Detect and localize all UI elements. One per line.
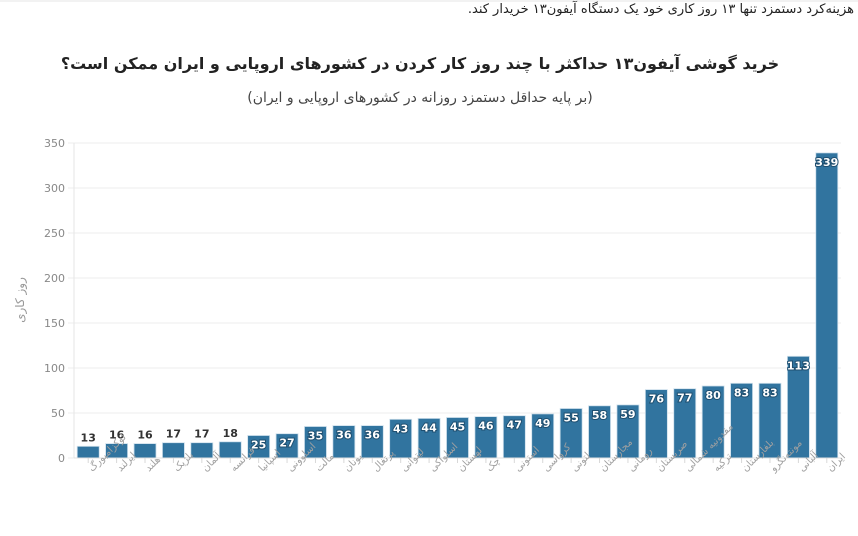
bar-value-label: 59 bbox=[620, 408, 635, 421]
bar-value-label: 16 bbox=[137, 429, 153, 442]
bar-value-label: 47 bbox=[507, 419, 522, 432]
bar-value-label: 55 bbox=[563, 412, 578, 425]
bar-value-label: 58 bbox=[592, 409, 607, 422]
bars: 13 16 16 17 17 18 25 27 35 36 36 43 44 45 46 47 49 55 58 59… bbox=[76, 152, 839, 459]
chart-title: خرید گوشی آیفون۱۳ حداکثر با چند روز کار … bbox=[60, 54, 780, 73]
chart-subtitle: (بر پایه حداقل دستمزد روزانه در کشورهای … bbox=[247, 90, 593, 106]
bar-value-label: 77 bbox=[677, 392, 692, 405]
bar-value-label: 44 bbox=[421, 421, 437, 434]
intro-text: هزینه‌کرد دستمزد تنها ۱۳ روز کاری خود یک… bbox=[467, 2, 854, 17]
bar-value-label: 36 bbox=[365, 429, 381, 442]
bar-value-label: 83 bbox=[734, 386, 749, 399]
y-tick-label: 150 bbox=[44, 317, 65, 330]
bar-value-label: 76 bbox=[649, 393, 665, 406]
bar-value-label: 46 bbox=[478, 420, 494, 433]
y-tick-label: 350 bbox=[44, 137, 65, 150]
bar-value-label: 27 bbox=[279, 437, 294, 450]
bar-value-label: 339 bbox=[815, 156, 838, 169]
bar-value-label: 36 bbox=[336, 429, 352, 442]
bar-value-label: 16 bbox=[109, 429, 125, 442]
bar-value-label: 45 bbox=[450, 421, 465, 434]
bar-value-label: 49 bbox=[535, 417, 550, 430]
y-tick-label: 200 bbox=[44, 272, 65, 285]
y-tick-label: 100 bbox=[44, 362, 65, 375]
bar-value-label: 80 bbox=[706, 389, 722, 402]
bar[interactable] bbox=[218, 441, 242, 459]
top-border bbox=[0, 0, 858, 2]
bar-value-label: 17 bbox=[194, 428, 209, 441]
bar-value-label: 43 bbox=[393, 422, 408, 435]
y-axis: 0 50 100 150 200 250 300 350 bbox=[44, 137, 75, 465]
bar-value-label: 13 bbox=[81, 431, 96, 444]
bar-value-label: 83 bbox=[762, 386, 777, 399]
bar-value-label: 35 bbox=[308, 430, 323, 443]
bar-value-label: 18 bbox=[223, 427, 238, 440]
y-tick-label: 250 bbox=[44, 227, 65, 240]
y-tick-label: 0 bbox=[58, 452, 65, 465]
bar-value-label: 113 bbox=[787, 359, 810, 372]
y-tick-label: 50 bbox=[51, 407, 65, 420]
y-tick-label: 300 bbox=[44, 182, 65, 195]
bar-value-label: 17 bbox=[166, 428, 181, 441]
bar[interactable] bbox=[815, 152, 839, 459]
gridlines bbox=[68, 142, 841, 459]
bar-value-label: 25 bbox=[251, 439, 266, 452]
y-axis-label: روز کاری bbox=[13, 277, 28, 323]
